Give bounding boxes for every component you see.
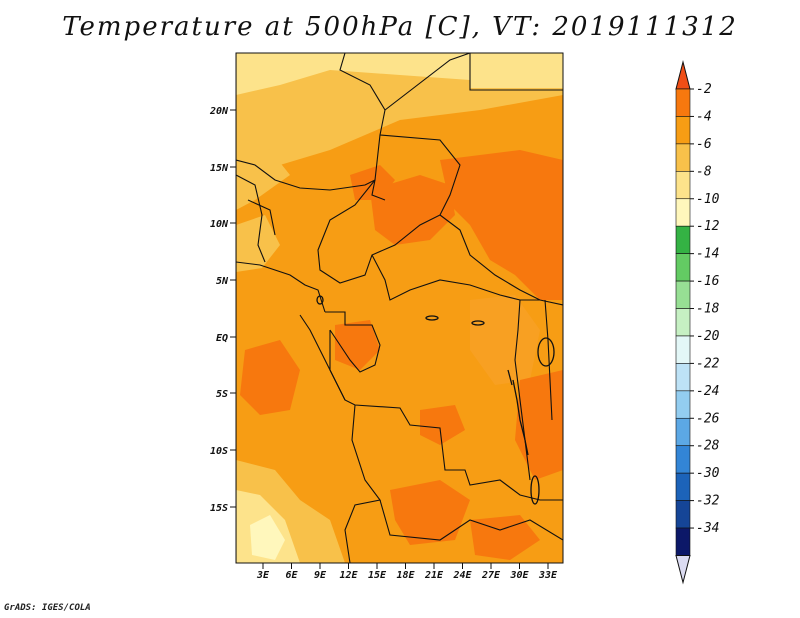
colorbar-band — [675, 253, 691, 282]
colorbar-label: -28 — [696, 439, 720, 454]
colorbar-band — [675, 417, 691, 447]
colorbar-band — [675, 88, 691, 117]
colorbar-label: -26 — [696, 411, 720, 426]
colorbar-label: -4 — [696, 109, 712, 124]
colorbar-label: -8 — [696, 164, 712, 179]
lat-tick-label: 20N — [209, 106, 229, 117]
map-title: Temperature at 500hPa [C], VT: 201911131… — [62, 12, 738, 42]
map-frame — [235, 52, 564, 564]
colorbar-label: -24 — [696, 384, 719, 399]
lon-tick-label: 27E — [481, 570, 501, 581]
temperature-field — [236, 53, 563, 563]
lon-tick-label: 9E — [314, 570, 327, 581]
lat-tick-label: 15N — [210, 163, 229, 174]
colorbar-label: -10 — [696, 192, 720, 207]
colorbar-label: -18 — [696, 302, 720, 317]
lon-tick-label: 30E — [509, 570, 529, 581]
latitude-axis: 20N 15N 10N 5N EQ 5S 10S 15S — [209, 106, 236, 514]
grads-credit: GrADS: IGES/COLA — [4, 603, 91, 613]
colorbar-label: -20 — [696, 329, 720, 344]
lon-tick-label: 24E — [452, 570, 472, 581]
lat-tick-label: 10S — [210, 446, 228, 457]
colorbar-label: -6 — [696, 137, 712, 152]
lat-tick-label: 5S — [216, 389, 228, 400]
colorbar-label: -30 — [696, 466, 720, 481]
lat-tick-label: 5N — [216, 276, 229, 287]
colorbar-label: -34 — [696, 521, 719, 536]
colorbar-label: -16 — [696, 274, 720, 289]
lat-tick-label: 10N — [210, 219, 229, 230]
colorbar-band — [675, 116, 691, 145]
colorbar-band — [675, 390, 691, 419]
colorbar-band — [675, 500, 691, 529]
colorbar-band — [675, 225, 691, 254]
colorbar-band — [675, 280, 691, 309]
lon-tick-label: 3E — [256, 570, 270, 581]
lon-tick-label: 33E — [538, 570, 558, 581]
colorbar-band — [675, 363, 691, 392]
colorbar: -2 -4 -6 -8 -10 -12 -14 -16 -18 -20 -22 -24 -26 -28 -3… — [675, 60, 720, 585]
colorbar-label: -32 — [696, 494, 720, 509]
colorbar-bottom-arrow — [675, 554, 691, 585]
colorbar-band — [675, 308, 691, 337]
colorbar-band — [675, 143, 691, 172]
colorbar-top-arrow — [675, 60, 691, 90]
lon-tick-label: 12E — [339, 570, 358, 581]
colorbar-label: -14 — [696, 247, 719, 262]
lon-tick-label: 15E — [368, 570, 387, 581]
longitude-axis: 3E 6E 9E 12E 15E 18E 21E 24E 27E 30E 33E — [256, 563, 558, 581]
colorbar-label: -2 — [696, 82, 712, 97]
colorbar-band — [675, 171, 691, 200]
colorbar-band — [675, 527, 691, 556]
colorbar-band — [675, 198, 691, 227]
lat-tick-label: EQ — [216, 333, 228, 344]
lon-tick-label: 6E — [285, 570, 298, 581]
colorbar-label: -12 — [696, 219, 720, 234]
colorbar-band — [675, 445, 691, 474]
colorbar-label: -22 — [696, 356, 720, 371]
colorbar-band — [675, 335, 691, 364]
lon-tick-label: 21E — [424, 570, 444, 581]
colorbar-band — [675, 472, 691, 501]
lon-tick-label: 18E — [396, 570, 415, 581]
lat-tick-label: 15S — [210, 503, 228, 514]
